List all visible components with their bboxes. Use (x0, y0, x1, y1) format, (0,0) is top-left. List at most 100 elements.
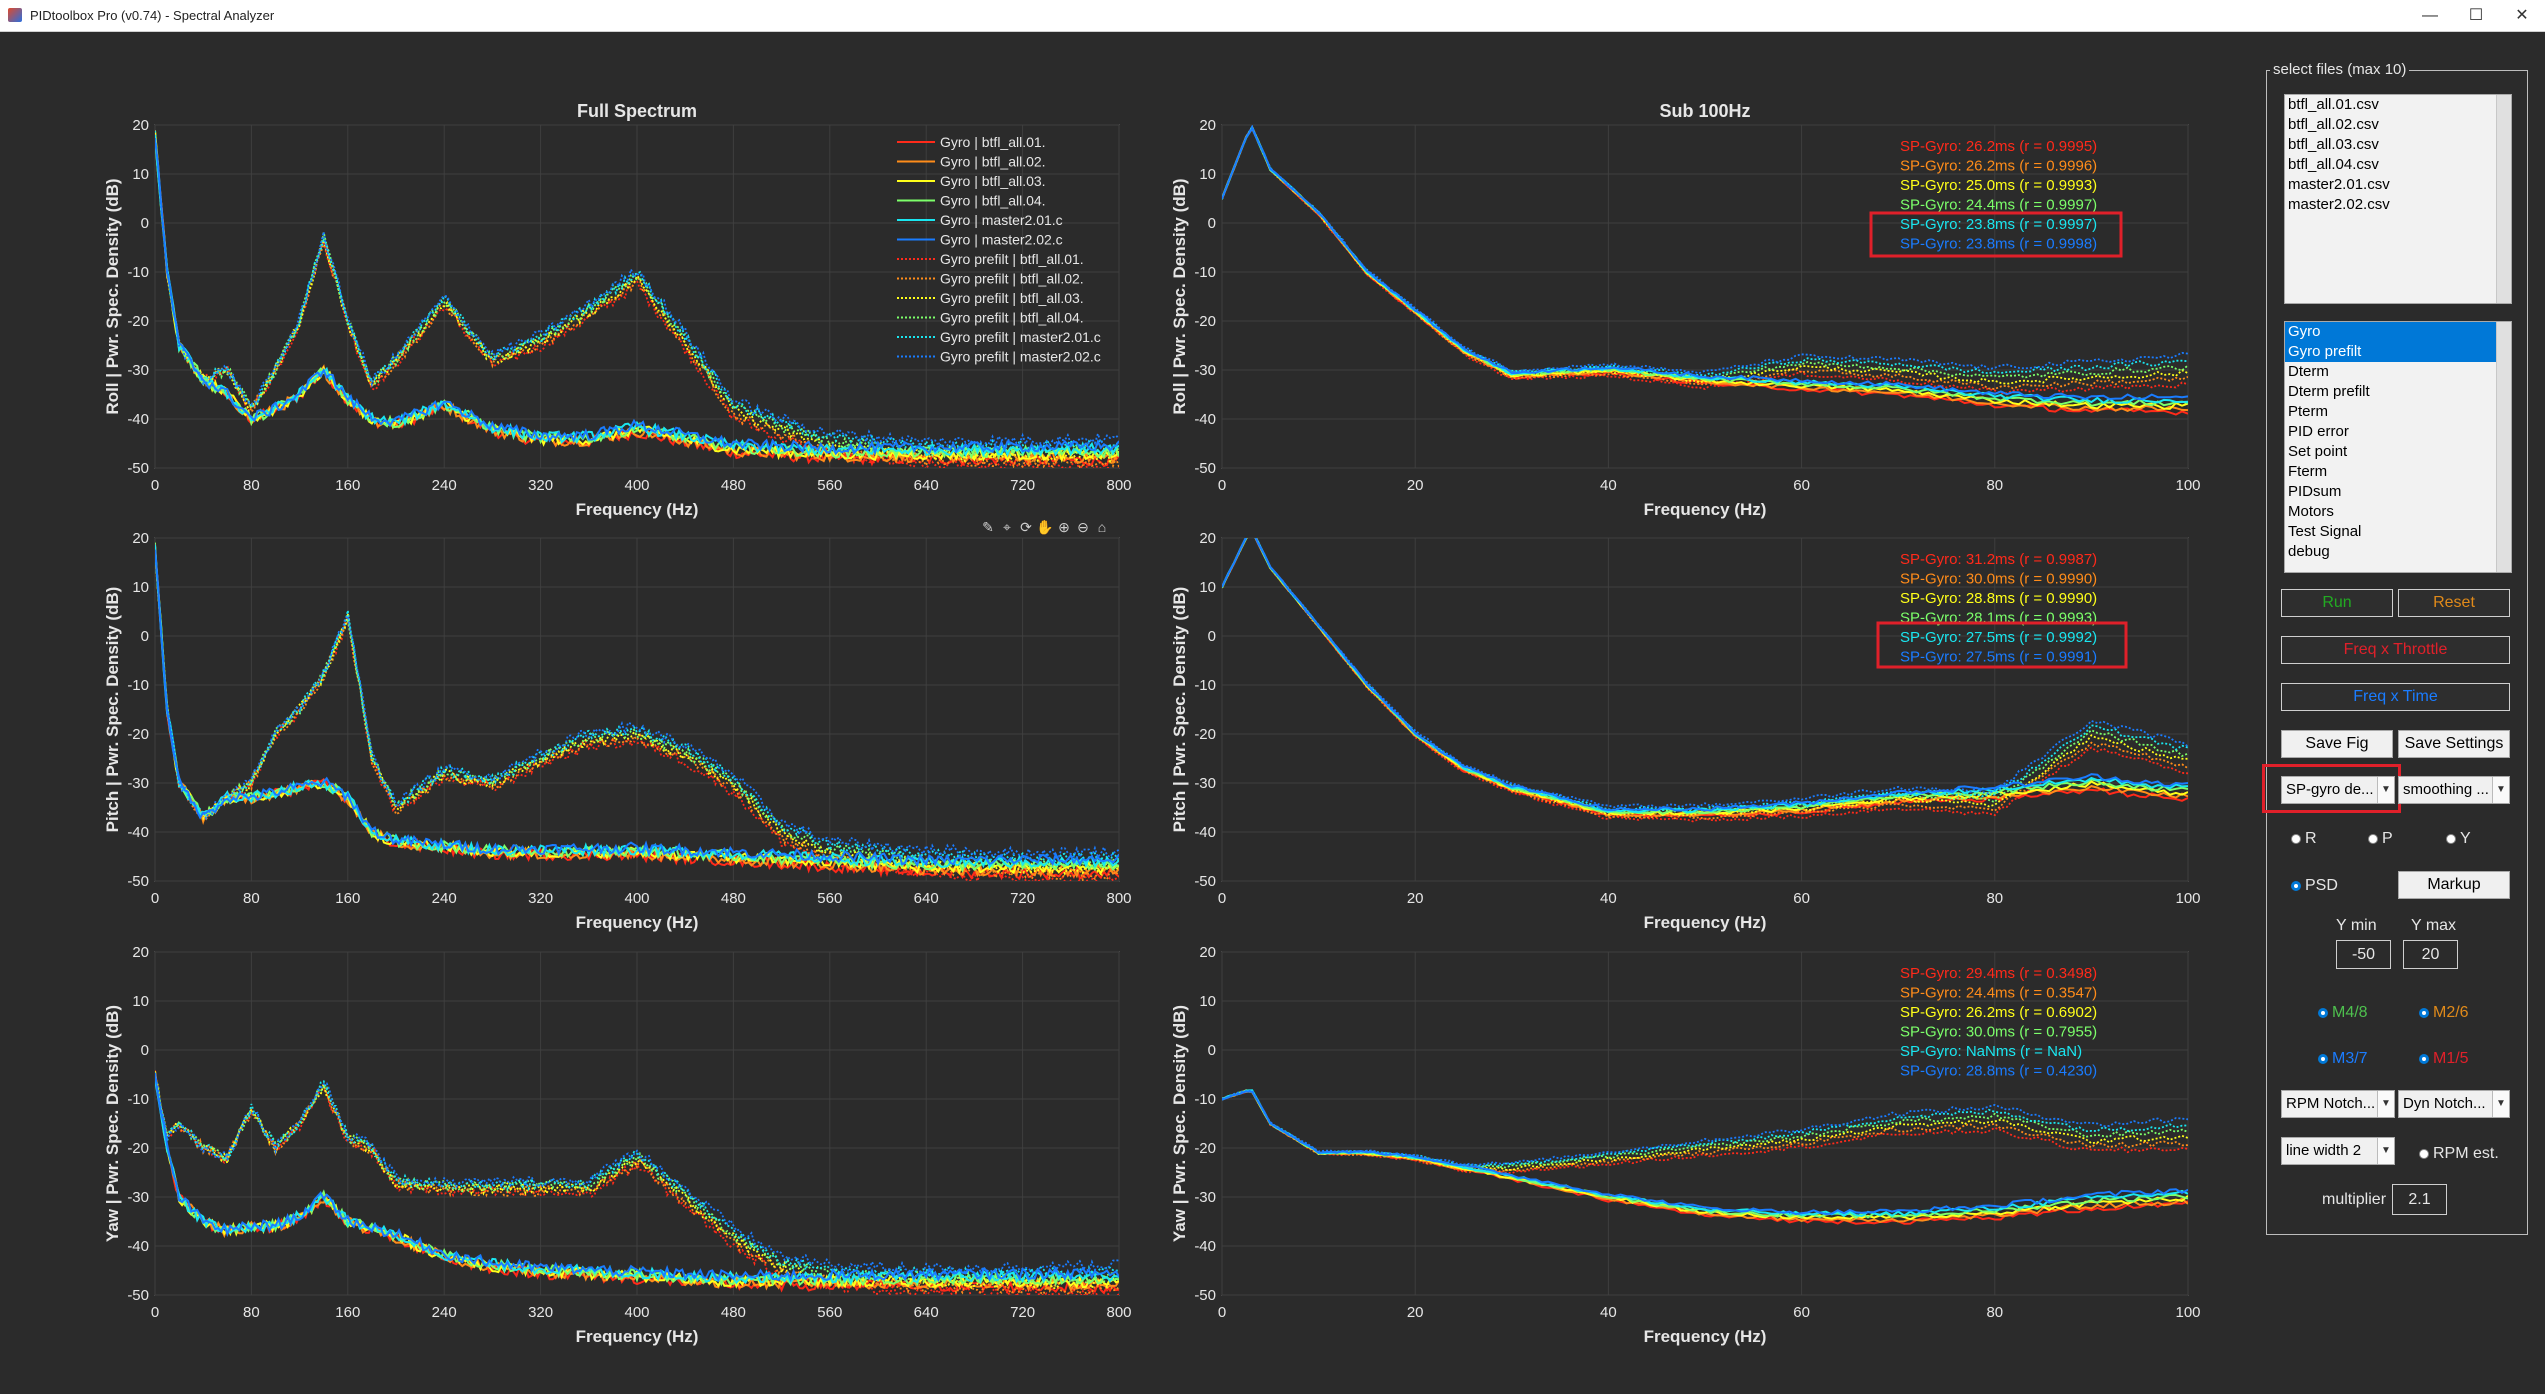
y-tick-label: -20 (127, 726, 149, 743)
y-tick-label: 20 (132, 117, 149, 134)
freq-throttle-button[interactable]: Freq x Throttle (2281, 636, 2510, 664)
zoom-in-icon[interactable]: ⊕ (1058, 519, 1070, 535)
radio-p[interactable]: P (2368, 830, 2393, 848)
radio-m37[interactable]: M3/7 (2318, 1050, 2368, 1068)
radio-rpm-est[interactable]: RPM est. (2419, 1145, 2499, 1163)
file-listbox[interactable]: btfl_all.01.csv btfl_all.02.csv btfl_all.0… (2284, 94, 2512, 304)
save-fig-button[interactable]: Save Fig (2281, 730, 2393, 758)
x-tick-label: 80 (243, 1304, 260, 1321)
y-tick-label: -10 (127, 1091, 149, 1108)
ymin-input[interactable]: -50 (2336, 940, 2391, 969)
run-button[interactable]: Run (2281, 589, 2393, 617)
signal-list-item[interactable]: Test Signal (2288, 523, 2362, 540)
x-tick-label: 800 (1106, 477, 1131, 494)
freq-time-button[interactable]: Freq x Time (2281, 683, 2510, 711)
signal-list-item[interactable]: Pterm (2288, 403, 2329, 420)
line-width-dropdown[interactable]: line width 2 ▼ (2281, 1137, 2395, 1165)
signal-list-item[interactable]: Fterm (2288, 463, 2328, 480)
signal-list-item[interactable]: Gyro prefilt (2285, 342, 2511, 362)
x-tick-label: 240 (432, 890, 457, 907)
save-settings-button[interactable]: Save Settings (2398, 730, 2510, 758)
file-list-item[interactable]: master2.01.csv (2288, 176, 2390, 193)
signal-list-item[interactable]: Dterm prefilt (2288, 383, 2370, 400)
sp-gyro-annotation: SP-Gyro: 23.8ms (r = 0.9998) (1900, 236, 2097, 253)
sp-gyro-dropdown[interactable]: SP-gyro de... ▼ (2281, 776, 2395, 804)
y-tick-label: -20 (127, 313, 149, 330)
x-tick-label: 0 (1218, 1304, 1226, 1321)
signal-list-item[interactable]: debug (2288, 543, 2330, 560)
file-list-item[interactable]: master2.02.csv (2288, 196, 2390, 213)
file-list-item[interactable]: btfl_all.01.csv (2288, 96, 2379, 113)
full-spectrum-axes[interactable] (154, 951, 1120, 1300)
minimize-button[interactable]: — (2422, 7, 2438, 24)
signal-list-item[interactable]: Set point (2288, 443, 2348, 460)
x-tick-label: 800 (1106, 890, 1131, 907)
freq-time-label: Freq x Time (2353, 688, 2438, 705)
gyro-prefilt-series-line (155, 550, 1119, 866)
rpm-notch-dropdown[interactable]: RPM Notch... ▼ (2281, 1090, 2395, 1118)
radio-r[interactable]: R (2291, 830, 2317, 848)
ymax-input[interactable]: 20 (2403, 940, 2458, 969)
legend-entry: Gyro prefilt | btfl_all.03. (940, 290, 1084, 306)
x-tick-label: 80 (243, 477, 260, 494)
file-list-item[interactable]: btfl_all.02.csv (2288, 116, 2379, 133)
dyn-notch-value: Dyn Notch... (2403, 1095, 2486, 1112)
maximize-button[interactable]: ☐ (2468, 7, 2484, 24)
radio-m26[interactable]: M2/6 (2419, 1004, 2469, 1022)
radio-dot-selected-icon (2419, 1054, 2429, 1064)
legend-entry: Gyro prefilt | btfl_all.02. (940, 271, 1084, 287)
reset-button[interactable]: Reset (2398, 589, 2510, 617)
x-tick-label: 80 (1986, 477, 2003, 494)
signal-list-item[interactable]: PID error (2288, 423, 2349, 440)
file-list-item[interactable]: btfl_all.03.csv (2288, 136, 2379, 153)
full-spectrum-axes[interactable] (154, 537, 1120, 885)
y-tick-label: -50 (1194, 1287, 1216, 1304)
radio-dot-selected-icon (2419, 1008, 2429, 1018)
sp-gyro-annotation: SP-Gyro: 25.0ms (r = 0.9993) (1900, 177, 2097, 194)
x-tick-label: 80 (1986, 1304, 2003, 1321)
file-list-item[interactable]: btfl_all.04.csv (2288, 156, 2379, 173)
gyro-prefilt-series-line (1222, 1089, 2188, 1168)
rotate-icon[interactable]: ⟳ (1020, 519, 1032, 535)
x-tick-label: 800 (1106, 1304, 1131, 1321)
radio-psd[interactable]: PSD (2291, 877, 2338, 895)
file-list-scrollbar[interactable] (2496, 95, 2511, 303)
pan-icon[interactable]: ✋ (1036, 519, 1053, 535)
home-icon[interactable]: ⌂ (1098, 519, 1106, 535)
y-tick-label: 0 (1208, 1042, 1216, 1059)
signal-list-item[interactable]: Gyro (2285, 322, 2511, 342)
datatip-icon[interactable]: ⌖ (1003, 519, 1011, 535)
sub100-axes[interactable] (1221, 530, 2189, 882)
radio-m48[interactable]: M4/8 (2318, 1004, 2368, 1022)
multiplier-input[interactable]: 2.1 (2392, 1184, 2447, 1215)
full-spectrum-axes[interactable] (154, 124, 1120, 472)
sp-gyro-annotation: SP-Gyro: 28.8ms (r = 0.9990) (1900, 590, 2097, 607)
radio-dot-icon (2291, 834, 2301, 844)
x-tick-label: 20 (1407, 890, 1424, 907)
close-button[interactable]: ✕ (2515, 7, 2529, 24)
sub100-axes[interactable] (1221, 951, 2189, 1296)
signal-list-item[interactable]: Motors (2288, 503, 2334, 520)
signal-list-item[interactable]: Dterm (2288, 363, 2329, 380)
x-tick-label: 720 (1010, 477, 1035, 494)
dyn-notch-dropdown[interactable]: Dyn Notch... ▼ (2398, 1090, 2510, 1118)
zoom-out-icon[interactable]: ⊖ (1077, 519, 1089, 535)
brush-icon[interactable]: ✎ (982, 519, 994, 535)
radio-p-label: P (2382, 830, 2393, 847)
sp-gyro-annotation: SP-Gyro: 26.2ms (r = 0.6902) (1900, 1004, 2097, 1021)
gyro-prefilt-series-line (1222, 1089, 2188, 1175)
smoothing-dropdown[interactable]: smoothing ... ▼ (2398, 776, 2510, 804)
x-tick-label: 60 (1793, 890, 1810, 907)
x-axis-label: Frequency (Hz) (576, 1327, 699, 1346)
markup-button[interactable]: Markup (2398, 871, 2510, 899)
signal-list-item[interactable]: PIDsum (2288, 483, 2342, 500)
radio-m15[interactable]: M1/5 (2419, 1050, 2469, 1068)
y-tick-label: -30 (127, 775, 149, 792)
signal-listbox[interactable]: Gyro Gyro prefilt Dterm Dterm prefilt Pterm P… (2284, 321, 2512, 573)
y-tick-label: 10 (132, 166, 149, 183)
radio-y[interactable]: Y (2446, 830, 2471, 848)
x-tick-label: 40 (1600, 477, 1617, 494)
sub100-axes[interactable] (1221, 124, 2189, 469)
y-tick-label: -10 (1194, 677, 1216, 694)
signal-list-scrollbar[interactable] (2496, 322, 2511, 572)
